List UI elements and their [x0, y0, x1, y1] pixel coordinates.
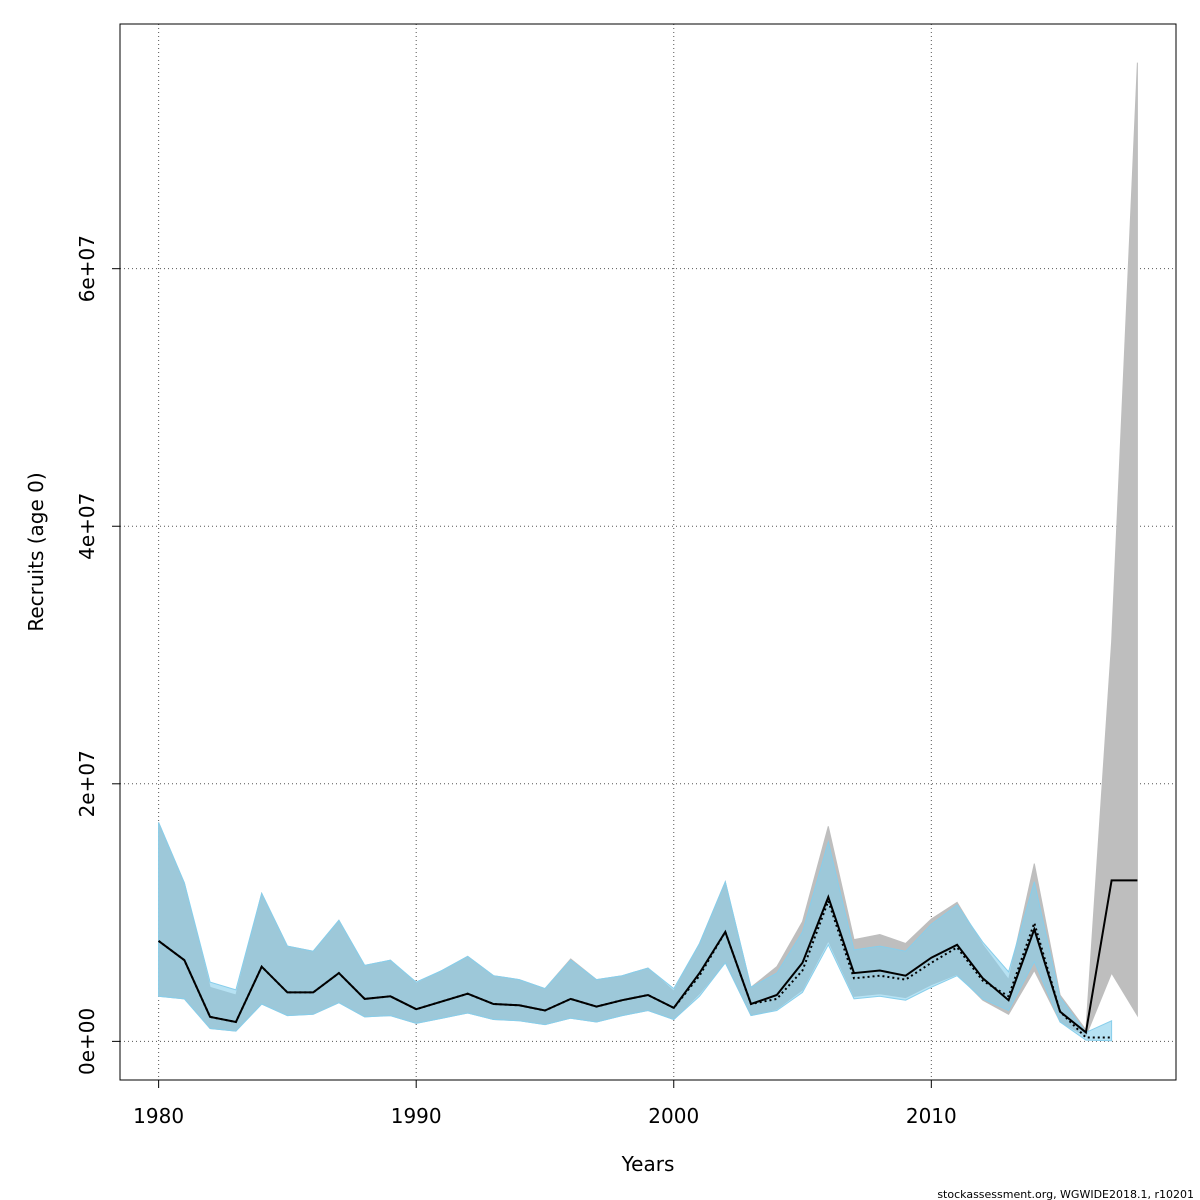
y-tick-label: 6e+07 [75, 235, 99, 302]
y-axis-title: Recruits (age 0) [24, 472, 48, 631]
confidence-band-1 [158, 62, 1138, 1037]
confidence-band-2 [158, 822, 1113, 1042]
plot-frame [119, 23, 1177, 1081]
estimate-line-1 [158, 879, 1138, 1035]
y-tick-label: 2e+07 [75, 750, 99, 817]
grid [120, 24, 1176, 1080]
x-tick-label: 1980 [133, 1104, 184, 1128]
x-tick-label: 2010 [906, 1104, 957, 1128]
x-tick-label: 2000 [648, 1104, 699, 1128]
x-axis: 1980 1990 2000 2010 [133, 1080, 957, 1128]
footer-credit: stockassessment.org, WGWIDE2018.1, r1020… [937, 1188, 1194, 1200]
y-tick-label: 4e+07 [75, 493, 99, 560]
x-axis-title: Years [621, 1152, 675, 1176]
x-tick-label: 1990 [391, 1104, 442, 1128]
y-axis: 0e+00 2e+07 4e+07 6e+07 [75, 235, 120, 1075]
confidence-bands [158, 62, 1138, 1042]
estimate-lines [158, 879, 1138, 1039]
y-tick-label: 0e+00 [75, 1008, 99, 1075]
estimate-line-2 [158, 897, 1112, 1039]
